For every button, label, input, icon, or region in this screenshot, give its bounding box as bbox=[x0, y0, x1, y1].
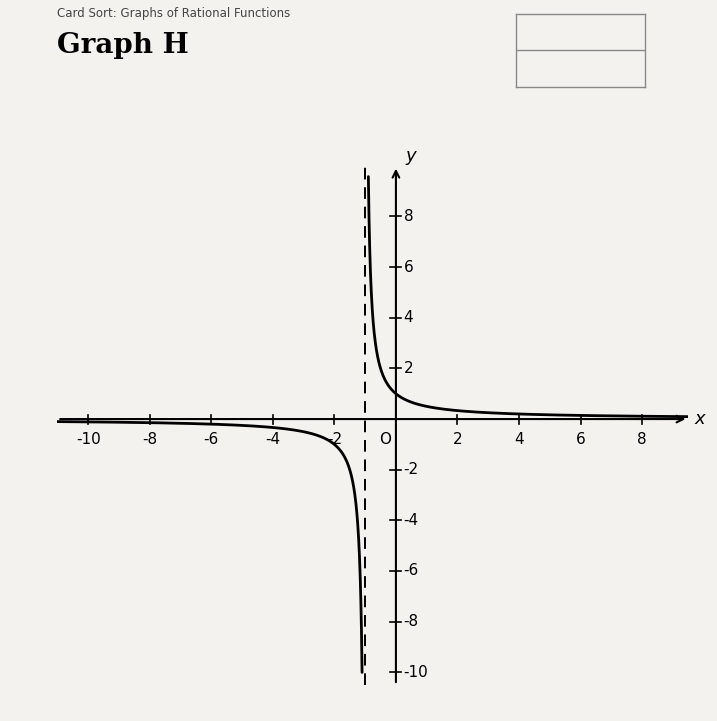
Text: 2: 2 bbox=[404, 361, 413, 376]
Text: -2: -2 bbox=[327, 432, 342, 447]
Text: 2: 2 bbox=[452, 432, 462, 447]
Text: 4: 4 bbox=[514, 432, 524, 447]
Text: -4: -4 bbox=[265, 432, 280, 447]
Text: Graph H: Graph H bbox=[57, 32, 189, 59]
Text: -6: -6 bbox=[404, 564, 419, 578]
Text: O: O bbox=[379, 432, 391, 447]
Text: y: y bbox=[405, 146, 416, 164]
Text: -8: -8 bbox=[142, 432, 157, 447]
Text: Card Sort: Graphs of Rational Functions: Card Sort: Graphs of Rational Functions bbox=[57, 7, 290, 20]
Text: 8: 8 bbox=[637, 432, 647, 447]
Text: -10: -10 bbox=[404, 665, 428, 680]
Text: -4: -4 bbox=[404, 513, 419, 528]
Text: -8: -8 bbox=[404, 614, 419, 629]
Text: -6: -6 bbox=[204, 432, 219, 447]
Text: -2: -2 bbox=[404, 462, 419, 477]
Text: 4: 4 bbox=[404, 310, 413, 325]
Text: 8: 8 bbox=[404, 209, 413, 224]
Text: -10: -10 bbox=[76, 432, 100, 447]
Text: 6: 6 bbox=[404, 260, 414, 275]
Text: x: x bbox=[695, 410, 705, 428]
Text: 6: 6 bbox=[576, 432, 586, 447]
